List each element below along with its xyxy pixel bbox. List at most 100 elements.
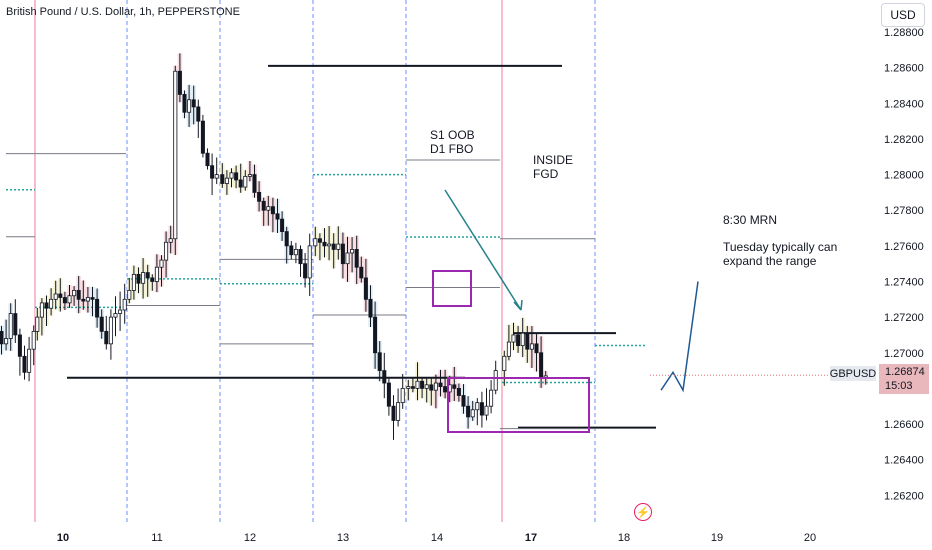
- y-tick-label: 1.26400: [884, 455, 924, 467]
- y-tick-label: 1.28000: [884, 170, 924, 182]
- candle-body: [238, 179, 243, 188]
- candle-body: [368, 298, 373, 318]
- candle-body: [58, 293, 63, 298]
- annotation-mrn: 8:30 MRN: [723, 213, 778, 227]
- candle-body: [443, 386, 448, 393]
- candle-body: [159, 259, 164, 268]
- candle-body: [479, 402, 484, 416]
- candle-body: [539, 352, 544, 379]
- y-tick-label: 1.28800: [884, 27, 924, 39]
- candle-body: [200, 120, 205, 154]
- candle-body: [506, 341, 511, 357]
- candle-body: [187, 99, 192, 113]
- candle-body: [196, 106, 201, 122]
- candle-body: [373, 316, 378, 354]
- candle-body: [118, 309, 123, 314]
- y-tick-label: 1.26200: [884, 490, 924, 502]
- candle-body: [266, 206, 271, 211]
- candle-body: [99, 316, 104, 332]
- candle-body: [433, 382, 438, 391]
- candle-body: [182, 94, 187, 113]
- candle-body: [81, 298, 86, 302]
- candle-body: [127, 289, 132, 300]
- arrow-head: [513, 299, 523, 311]
- candle-body: [234, 172, 239, 181]
- lightning-icon[interactable]: ⚡: [634, 503, 652, 521]
- y-tick-label: 1.28400: [884, 98, 924, 110]
- candle-body: [489, 389, 494, 407]
- bar-countdown: 15:03: [885, 380, 913, 392]
- y-tick-label: 1.27400: [884, 276, 924, 288]
- y-tick-label: 1.27000: [884, 348, 924, 360]
- candle-body: [164, 241, 169, 261]
- candle-body: [35, 316, 40, 332]
- x-tick-label: 20: [804, 532, 816, 544]
- candle-body: [275, 213, 280, 220]
- candle-body: [452, 384, 457, 389]
- candle-body: [85, 297, 90, 302]
- candle-body: [141, 272, 146, 284]
- candle-body: [386, 382, 391, 407]
- candle-body: [261, 200, 266, 211]
- candle-body: [400, 387, 405, 404]
- candle-body: [284, 231, 289, 247]
- candle-body: [90, 297, 95, 300]
- candle-body: [76, 289, 81, 300]
- ticker-label: GBPUSD: [829, 366, 877, 381]
- candle-body: [95, 298, 100, 318]
- candle-body: [475, 402, 480, 411]
- candle-body: [345, 252, 350, 265]
- annotation-tuesday-1: Tuesday typically can: [723, 240, 838, 254]
- projection-path: [660, 281, 699, 393]
- candle-body: [0, 330, 4, 345]
- small-range-box: [432, 270, 472, 307]
- candle-body: [224, 177, 229, 184]
- candle-body: [502, 355, 507, 371]
- candle-body: [31, 330, 36, 350]
- candle-body: [354, 249, 359, 268]
- candle-body: [424, 384, 429, 389]
- candle-body: [8, 313, 13, 339]
- candle-body: [322, 241, 327, 247]
- candle-body: [150, 277, 155, 282]
- candle-body: [104, 330, 109, 345]
- candle-body: [420, 380, 425, 389]
- candle-body: [307, 245, 312, 279]
- candle-body: [27, 348, 32, 373]
- candle-body: [62, 297, 67, 304]
- candle-body: [529, 343, 534, 350]
- candle-body: [534, 343, 539, 354]
- candle-body: [210, 165, 215, 179]
- x-tick-label: 13: [337, 532, 349, 544]
- candle-body: [317, 238, 322, 243]
- candle-body: [303, 263, 308, 279]
- candle-body: [377, 352, 382, 371]
- candle-body: [136, 273, 141, 284]
- candle-body: [382, 370, 387, 384]
- y-tick-label: 1.28600: [884, 63, 924, 75]
- candle-body: [298, 249, 303, 265]
- candle-body: [336, 243, 341, 250]
- y-tick-label: 1.26600: [884, 419, 924, 431]
- annotation-inside: INSIDE: [533, 153, 574, 167]
- candle-body: [39, 302, 44, 318]
- candle-body: [257, 192, 262, 202]
- candle-body: [67, 295, 72, 304]
- candle-body: [313, 238, 318, 247]
- candle-body: [484, 405, 489, 416]
- candle-body: [511, 334, 516, 343]
- annotation-fgd: FGD: [533, 167, 559, 181]
- inside-range-box: [447, 377, 590, 433]
- candle-body: [280, 218, 285, 233]
- candle-body: [72, 289, 77, 297]
- candle-body: [173, 70, 178, 240]
- candle-body: [22, 355, 27, 373]
- x-tick-label: 14: [431, 532, 443, 544]
- candle-body: [270, 206, 275, 215]
- candle-body: [327, 243, 332, 247]
- annotation-s1-oob: S1 OOB: [430, 128, 475, 142]
- candle-body: [49, 298, 54, 309]
- currency-button[interactable]: USD: [881, 3, 925, 27]
- candle-body: [113, 313, 118, 318]
